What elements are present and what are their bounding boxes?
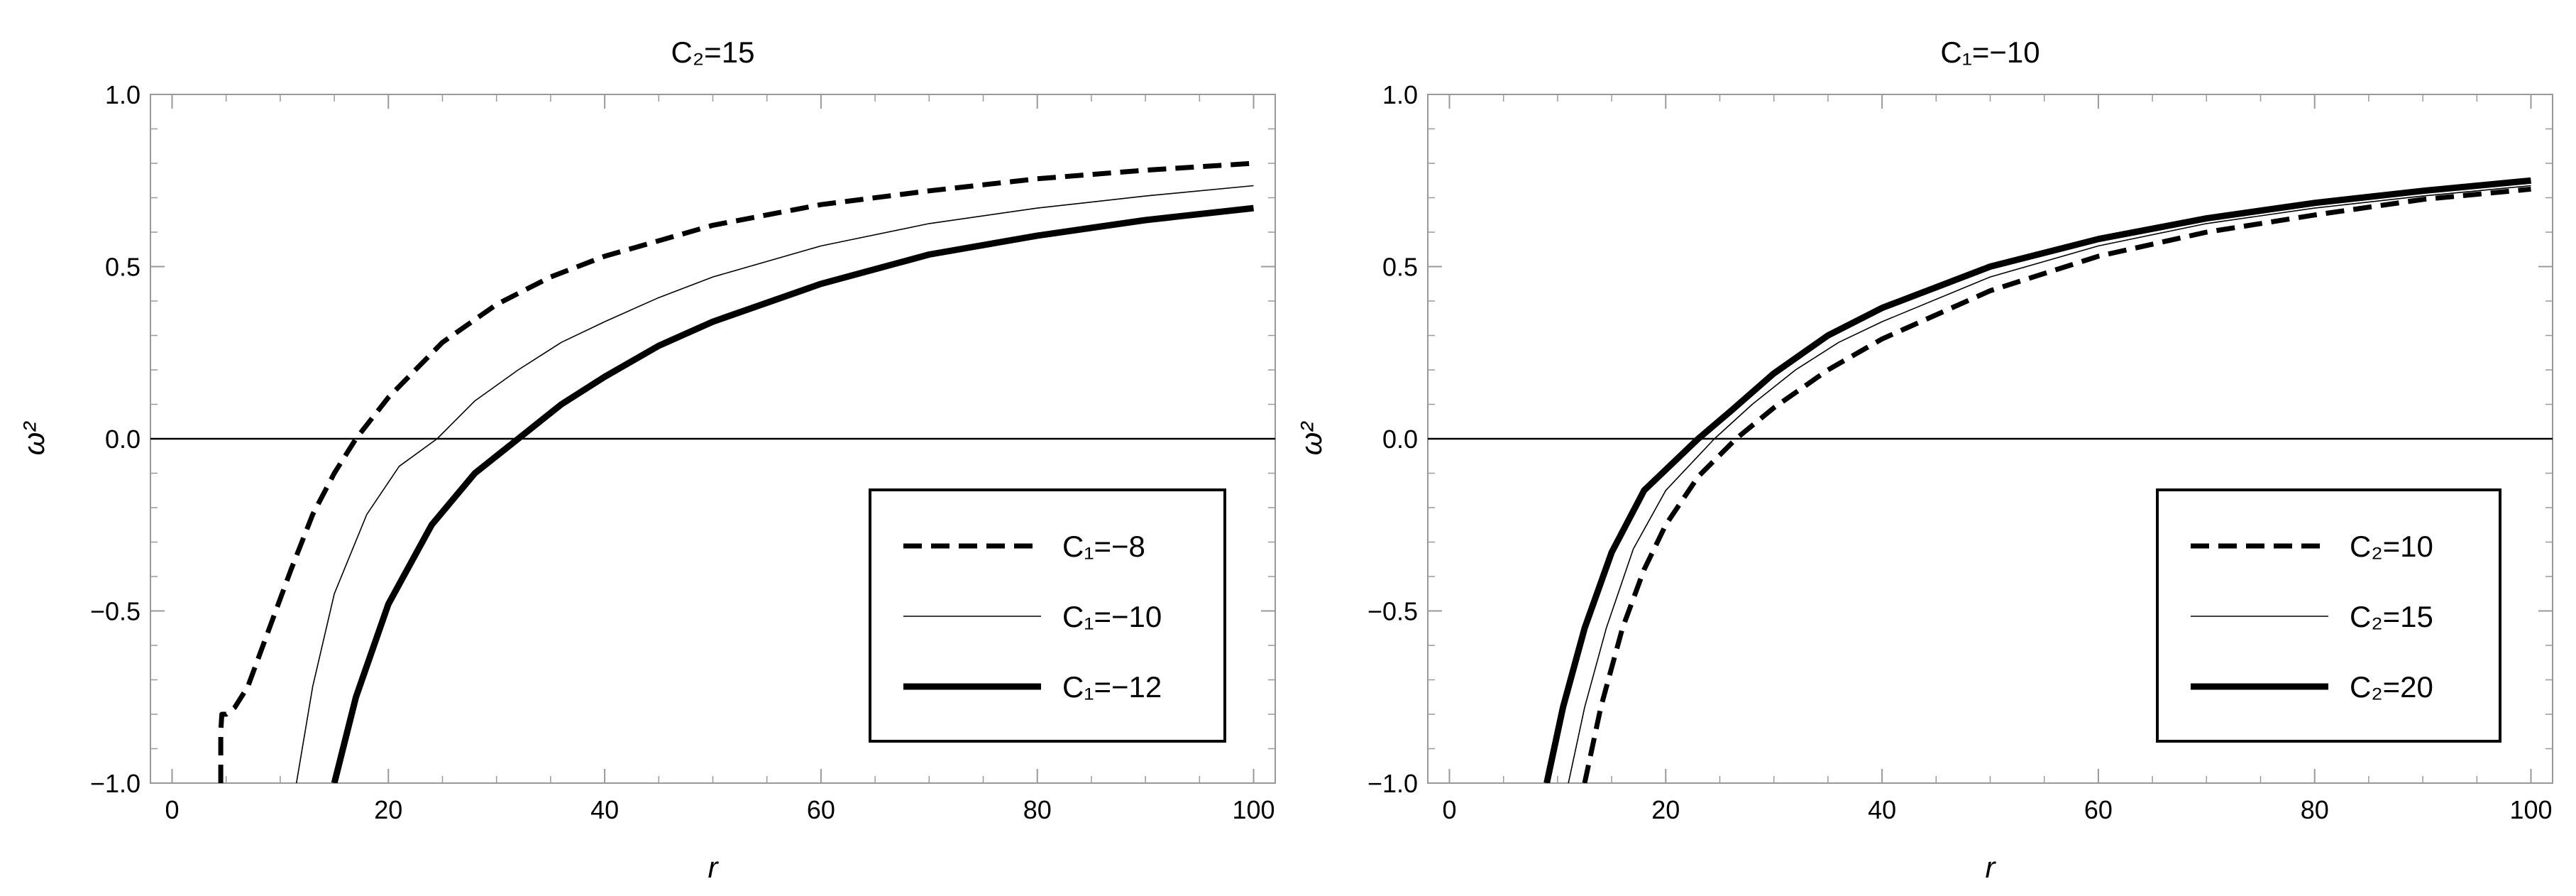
x-tick-label: 60 <box>2084 795 2113 824</box>
x-tick-label: 100 <box>1232 795 1275 824</box>
legend-label: C₂=15 <box>2350 600 2433 633</box>
left-chart-panel: 0 20 40 60 80 100 −1.0 −0.5 0.0 0.5 1.0 C₂=15 r ω² C₁=… <box>17 35 1276 884</box>
y-axis-label: ω² <box>1294 421 1328 456</box>
series-layer <box>218 160 1254 783</box>
right-chart-panel: 0 20 40 60 80 100 −1.0 −0.5 0.0 0.5 1.0 C₁=−10 r ω² C₂… <box>1294 35 2553 884</box>
series-line-2 <box>295 185 1254 783</box>
series-line-3 <box>1543 177 2531 783</box>
legend-label: C₂=20 <box>2350 670 2433 704</box>
y-tick-label: 0.0 <box>105 425 141 454</box>
series-line-2 <box>1568 185 2531 783</box>
x-axis-label: r <box>1986 851 1997 884</box>
x-tick-label: 80 <box>1023 795 1052 824</box>
x-tick-label: 0 <box>1442 795 1456 824</box>
x-tick-label: 20 <box>1651 795 1680 824</box>
legend-box <box>869 488 1226 743</box>
x-tick-label: 0 <box>165 795 179 824</box>
chart-title: C₁=−10 <box>1940 35 2040 69</box>
y-tick-label: 0.5 <box>1382 253 1418 282</box>
y-tick-label: 0.5 <box>105 253 141 282</box>
series-line-3 <box>331 204 1254 783</box>
legend-label: C₁=−10 <box>1062 600 1162 633</box>
y-tick-label: 1.0 <box>1382 80 1418 109</box>
x-tick-label: 40 <box>590 795 619 824</box>
x-tick-label: 20 <box>374 795 402 824</box>
y-axis-label: ω² <box>17 421 50 456</box>
y-tick-label: −0.5 <box>90 597 141 626</box>
x-axis-label: r <box>708 851 720 884</box>
y-tick-label: −1.0 <box>1367 769 1418 798</box>
series-line-1 <box>1582 186 2531 783</box>
x-tick-label: 40 <box>1868 795 1896 824</box>
y-tick-label: −0.5 <box>1367 597 1418 626</box>
chart-title: C₂=15 <box>671 35 755 69</box>
y-tick-label: −1.0 <box>90 769 141 798</box>
series-layer <box>1543 177 2531 783</box>
legend-label: C₁=−12 <box>1062 670 1162 704</box>
legend-label: C₂=10 <box>2350 530 2433 563</box>
x-tick-label: 80 <box>2301 795 2329 824</box>
legend-label: C₁=−8 <box>1062 530 1145 563</box>
y-tick-label: 1.0 <box>105 80 141 109</box>
x-tick-label: 100 <box>2509 795 2552 824</box>
y-tick-label: 0.0 <box>1382 425 1418 454</box>
legend-box <box>2156 488 2501 743</box>
series-line-1 <box>218 160 1254 783</box>
x-tick-label: 60 <box>807 795 835 824</box>
